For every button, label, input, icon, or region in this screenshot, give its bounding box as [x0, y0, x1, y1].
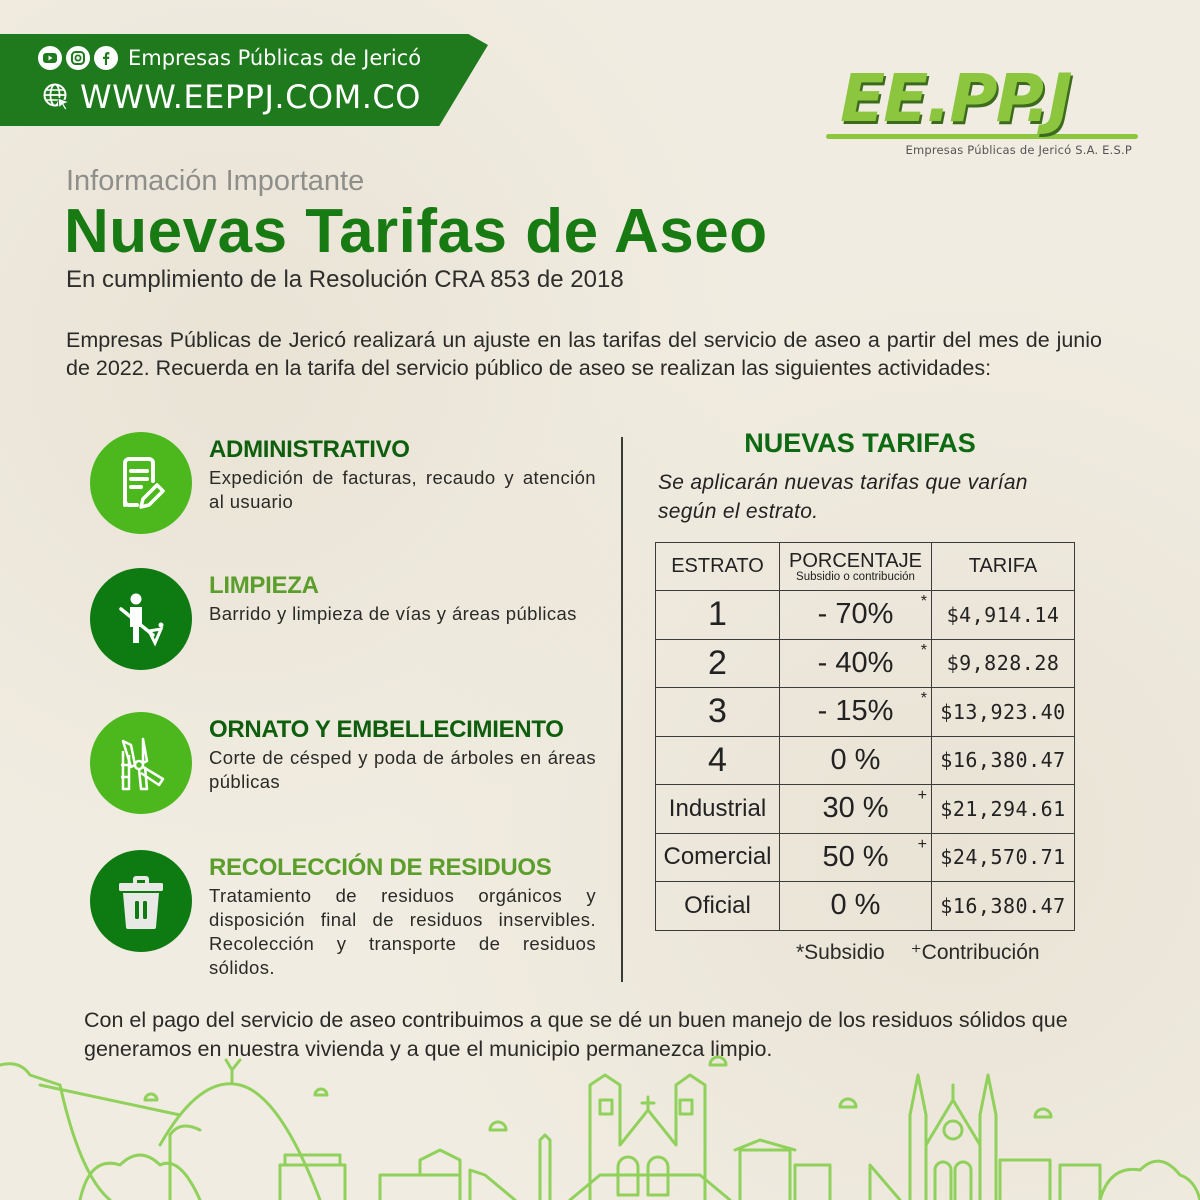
cell-tarifa: $16,380.47 — [931, 881, 1075, 931]
closing-paragraph: Con el pago del servicio de aseo contrib… — [84, 1008, 1068, 1061]
globe-cursor-icon — [43, 83, 71, 111]
cell-tarifa: $13,923.40 — [931, 687, 1075, 737]
cell-porcentaje: - 15% * — [779, 687, 932, 737]
legend-contribucion: ⁺Contribución — [910, 941, 1040, 964]
logo-subtitle: Empresas Públicas de Jericó S.A. E.S.P — [905, 143, 1132, 157]
subsidy-mark: * — [920, 690, 927, 707]
cell-tarifa: $16,380.47 — [931, 735, 1075, 785]
header-banner: Empresas Públicas de Jericó WWW.EEPPJ.CO… — [0, 34, 488, 126]
facebook-icon[interactable] — [94, 46, 118, 70]
intro-paragraph: Empresas Públicas de Jericó realizará un… — [66, 328, 1102, 380]
town-skyline-illustration — [0, 1055, 1200, 1200]
column-divider — [621, 437, 623, 982]
cell-estrato: Comercial — [655, 832, 780, 882]
cell-porcentaje: - 70% * — [779, 590, 932, 640]
website-row[interactable]: WWW.EEPPJ.COM.CO — [42, 78, 421, 116]
trash-can-icon — [90, 850, 192, 952]
cell-estrato: 3 — [655, 687, 780, 737]
contribution-mark: + — [917, 835, 927, 853]
col-porcentaje: PORCENTAJE Subsidio o contribución — [779, 542, 932, 591]
cell-porcentaje: - 40% * — [779, 638, 932, 688]
table-row: Comercial 50 % + $24,570.71 — [655, 832, 1075, 882]
pct-value: - 40% — [817, 646, 894, 679]
activity-description: Corte de césped y poda de árboles en áre… — [209, 747, 596, 792]
table-row: 4 0 % $16,380.47 — [655, 735, 1075, 785]
cell-porcentaje: 30 % + — [779, 784, 932, 834]
subsidy-mark: * — [920, 641, 927, 659]
table-row: Industrial 30 % + $21,294.61 — [655, 784, 1075, 834]
cell-tarifa: $24,570.71 — [931, 832, 1075, 882]
pct-value: 0 % — [830, 889, 881, 922]
col-porcentaje-sub: Subsidio o contribución — [796, 570, 915, 583]
tariff-table: ESTRATO PORCENTAJE Subsidio o contribuci… — [655, 542, 1075, 931]
activity-title: ADMINISTRATIVO — [209, 436, 410, 463]
legend-subsidio: *Subsidio — [796, 941, 885, 964]
table-row: 2 - 40% * $9,828.28 — [655, 638, 1075, 688]
table-row: 1 - 70% * $4,914.14 — [655, 590, 1075, 640]
cell-estrato: 1 — [655, 590, 780, 640]
cell-tarifa: $9,828.28 — [931, 638, 1075, 688]
instagram-icon[interactable] — [66, 46, 90, 70]
pct-value: 0 % — [830, 743, 881, 776]
contribution-mark: + — [917, 787, 927, 804]
cell-tarifa: $4,914.14 — [931, 590, 1075, 640]
table-header-row: ESTRATO PORCENTAJE Subsidio o contribuci… — [655, 542, 1075, 591]
page-title: Nuevas Tarifas de Aseo — [64, 197, 768, 266]
activity-description: Expedición de facturas, recaudo y atenci… — [209, 467, 596, 512]
table-row: Oficial 0 % $16,380.47 — [655, 881, 1075, 931]
activity-description: Barrido y limpieza de vías y áreas públi… — [209, 603, 577, 624]
company-name: Empresas Públicas de Jericó — [128, 46, 422, 70]
cell-porcentaje: 0 % — [779, 735, 932, 785]
eeppj-logo: EE.PP.J Empresas Públicas de Jericó S.A.… — [826, 66, 1138, 157]
activity-description: Tratamiento de residuos orgánicos y disp… — [209, 885, 596, 978]
person-sweeping-icon — [90, 568, 192, 670]
youtube-icon[interactable] — [38, 46, 62, 70]
activity-title: RECOLECCIÓN DE RESIDUOS — [209, 854, 552, 881]
cell-estrato: 4 — [655, 735, 780, 785]
website-link[interactable]: WWW.EEPPJ.COM.CO — [80, 78, 421, 116]
table-row: 3 - 15% * $13,923.40 — [655, 687, 1075, 737]
col-tarifa: TARIFA — [931, 542, 1075, 591]
logo-underline — [826, 134, 1138, 139]
subsidy-mark: * — [920, 593, 927, 610]
activity-title: LIMPIEZA — [209, 572, 319, 599]
cell-porcentaje: 0 % — [779, 881, 932, 931]
tariffs-description: Se aplicarán nuevas tarifas que varían s… — [658, 471, 1028, 523]
kicker: Información Importante — [66, 165, 365, 197]
cell-estrato: Industrial — [655, 784, 780, 834]
logo-mark: EE.PP.J — [840, 60, 1073, 137]
pruning-shears-icon — [90, 712, 192, 814]
pct-value: - 70% — [817, 598, 894, 631]
col-porcentaje-label: PORCENTAJE — [789, 549, 922, 572]
cell-estrato: 2 — [655, 638, 780, 688]
cell-tarifa: $21,294.61 — [931, 784, 1075, 834]
table-legend: *Subsidio ⁺Contribución — [796, 940, 1060, 965]
document-pencil-icon — [90, 432, 192, 534]
pct-value: 30 % — [822, 792, 889, 825]
pct-value: - 15% — [817, 695, 894, 728]
cell-estrato: Oficial — [655, 881, 780, 931]
page-subtitle: En cumplimiento de la Resolución CRA 853… — [66, 266, 624, 293]
cell-porcentaje: 50 % + — [779, 832, 932, 882]
col-estrato: ESTRATO — [655, 542, 780, 591]
social-row: Empresas Públicas de Jericó — [38, 46, 421, 70]
tariffs-heading: NUEVAS TARIFAS — [744, 428, 976, 458]
pct-value: 50 % — [822, 840, 889, 873]
activity-title: ORNATO Y EMBELLECIMIENTO — [209, 716, 564, 743]
